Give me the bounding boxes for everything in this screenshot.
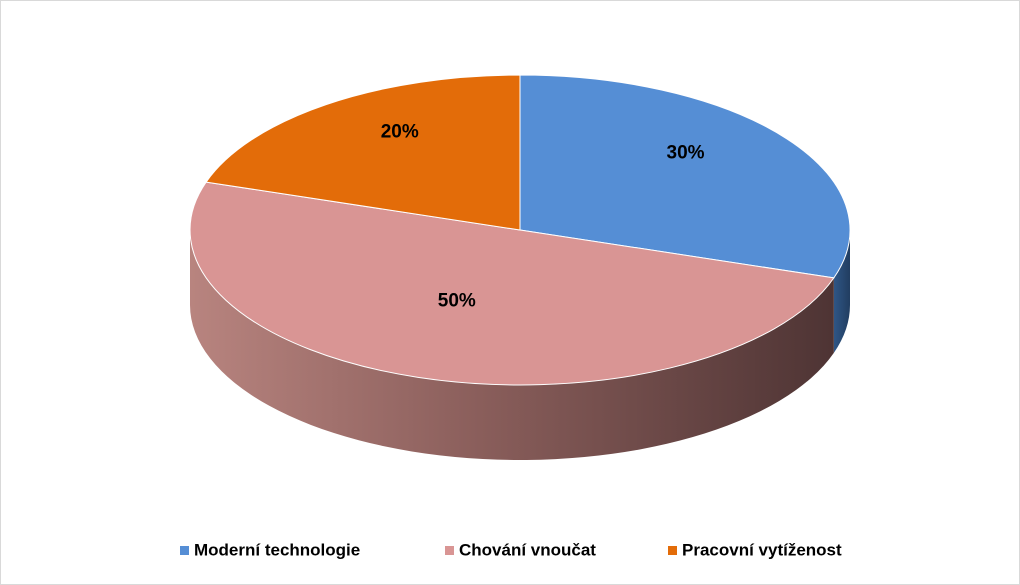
slice-side (833, 230, 850, 353)
slice (519, 74, 851, 279)
slice (205, 74, 521, 231)
slice-side (190, 230, 834, 460)
legend-swatch (445, 546, 454, 555)
legend-swatch (668, 546, 677, 555)
data-label: 50% (438, 290, 476, 311)
legend-label: Chování vnoučat (459, 540, 596, 559)
legend-label: Moderní technologie (194, 540, 360, 559)
legend-swatch (180, 546, 189, 555)
legend-label: Pracovní vytíženost (682, 540, 842, 559)
data-label: 30% (667, 143, 705, 164)
slice (189, 181, 835, 386)
data-label: 20% (381, 121, 419, 142)
